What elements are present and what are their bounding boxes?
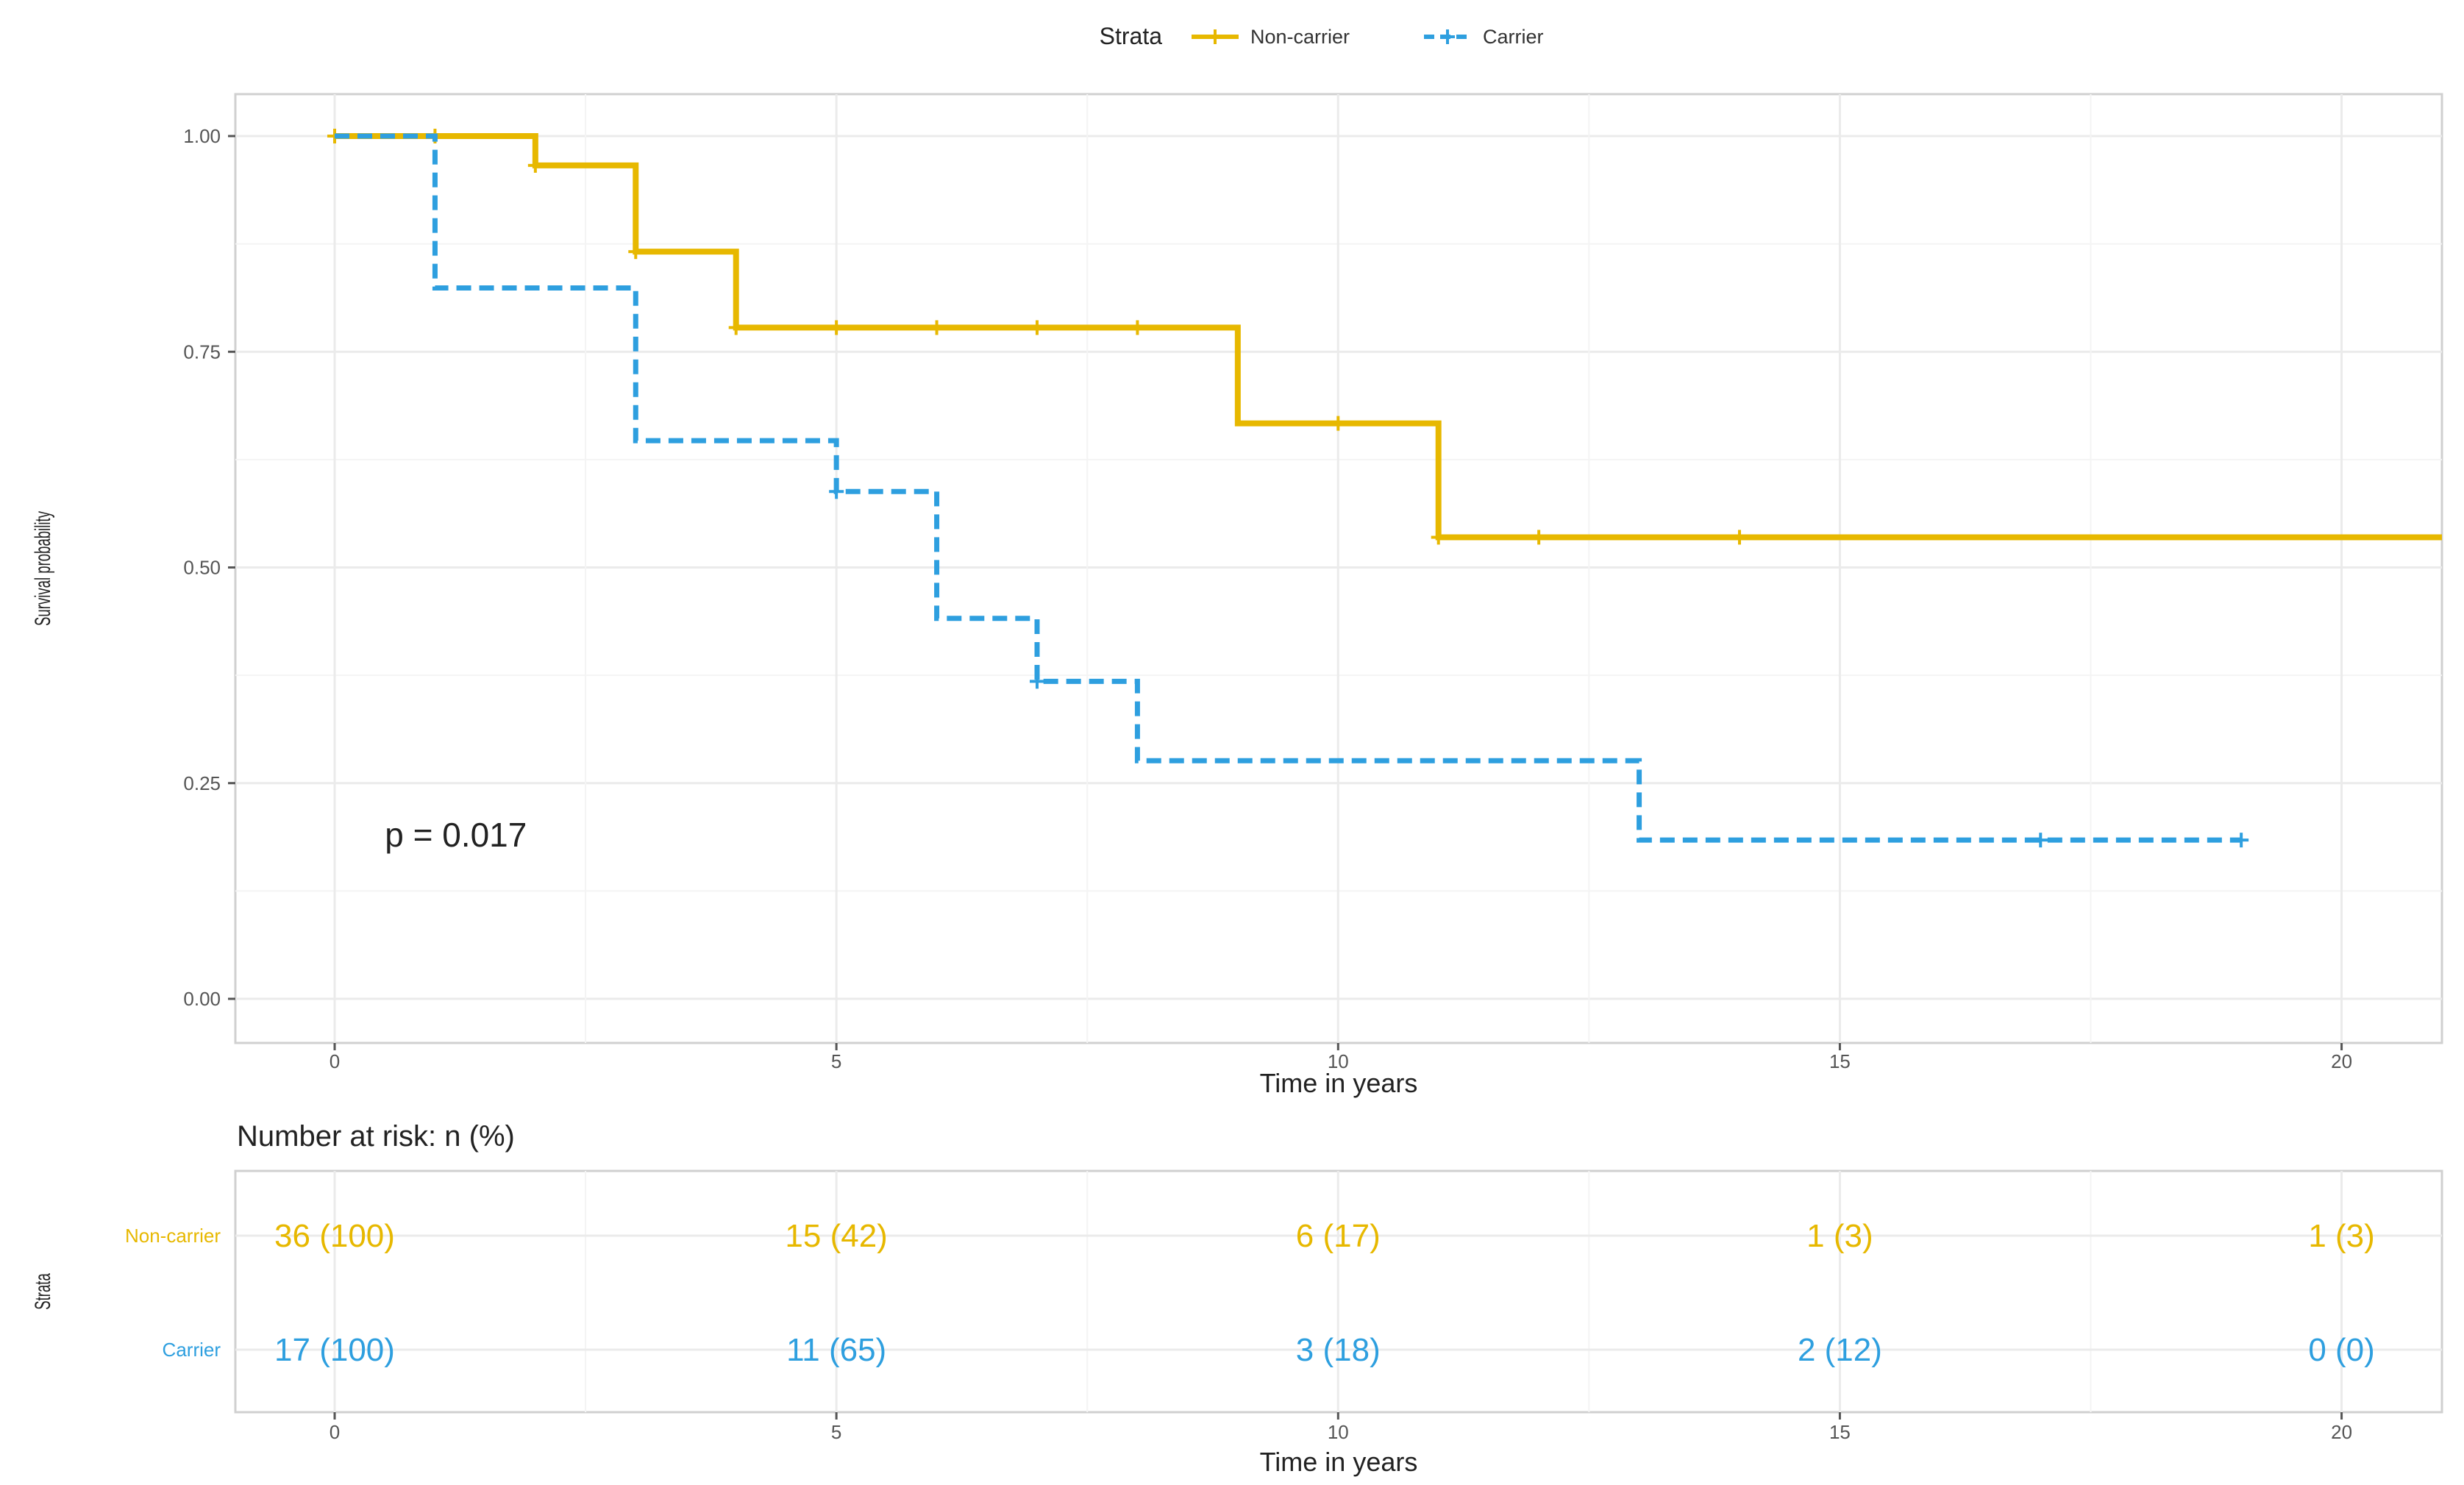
series-lines — [327, 129, 2442, 848]
x-tick-label: 15 — [1829, 1050, 1851, 1072]
x-tick-label: 0 — [330, 1050, 340, 1072]
risk-table-cell: 15 (42) — [785, 1218, 887, 1254]
x-axis-title: Time in years — [1260, 1068, 1418, 1098]
risk-x-tick-label: 5 — [831, 1421, 841, 1443]
series-line-carrier — [335, 133, 2242, 843]
risk-x-tick-label: 10 — [1328, 1421, 1349, 1443]
risk-table-x-ticks: 0 5 10 15 20 — [330, 1412, 2352, 1443]
legend-label: Carrier — [1483, 26, 1544, 48]
risk-x-tick-label: 0 — [330, 1421, 340, 1443]
risk-table: Number at risk: n (%) 36 (100) 15 (42) 6 (… — [31, 1120, 2443, 1477]
x-tick-label: 10 — [1328, 1050, 1349, 1072]
risk-table-cell: 36 (100) — [274, 1218, 395, 1254]
risk-x-tick-label: 15 — [1829, 1421, 1851, 1443]
y-axis-ticks: 0.00 0.25 0.50 0.75 1.00 — [183, 125, 235, 1010]
x-tick-label: 5 — [831, 1050, 841, 1072]
risk-table-y-axis-title: Strata — [31, 1273, 56, 1310]
risk-table-cells: 36 (100) 15 (42) 6 (17) 1 (3) 1 (3) 17 (100) 1… — [274, 1218, 2375, 1368]
y-tick-label: 1.00 — [183, 125, 221, 147]
y-tick-label: 0.00 — [183, 988, 221, 1010]
legend-items: Non-carrier Carrier — [1192, 26, 1544, 48]
risk-table-cell: 6 (17) — [1296, 1218, 1381, 1254]
grid-lines — [235, 94, 2442, 1043]
p-value-annotation: p = 0.017 — [385, 816, 527, 854]
y-axis-title: Survival probability — [31, 511, 56, 626]
risk-table-cell: 2 (12) — [1798, 1332, 1882, 1368]
risk-x-tick-label: 20 — [2331, 1421, 2352, 1443]
x-tick-label: 20 — [2331, 1050, 2352, 1072]
risk-table-x-axis-title: Time in years — [1260, 1447, 1418, 1477]
y-tick-label: 0.25 — [183, 772, 221, 794]
risk-table-cell: 3 (18) — [1296, 1332, 1381, 1368]
risk-row-label: Non-carrier — [125, 1225, 221, 1247]
legend: Strata Non-carrier Carrier — [1100, 23, 1544, 49]
risk-table-title: Number at risk: n (%) — [237, 1120, 515, 1153]
legend-title: Strata — [1100, 23, 1163, 49]
legend-label: Non-carrier — [1250, 26, 1350, 48]
risk-table-cell: 17 (100) — [274, 1332, 395, 1368]
risk-table-cell: 1 (3) — [2308, 1218, 2374, 1254]
survival-plot: 0.00 0.25 0.50 0.75 1.00 0 5 10 15 20 Time in ye… — [31, 93, 2443, 1098]
risk-table-cell: 0 (0) — [2308, 1332, 2374, 1368]
risk-table-row-labels: Non-carrier Carrier — [125, 1225, 221, 1361]
risk-table-cell: 11 (65) — [786, 1332, 886, 1368]
x-axis-ticks: 0 5 10 15 20 — [330, 1043, 2352, 1072]
y-tick-label: 0.75 — [183, 341, 221, 363]
risk-row-label: Carrier — [163, 1339, 221, 1361]
risk-table-cell: 1 (3) — [1806, 1218, 1873, 1254]
y-tick-label: 0.50 — [183, 557, 221, 579]
risk-table-grid — [235, 1171, 2442, 1412]
